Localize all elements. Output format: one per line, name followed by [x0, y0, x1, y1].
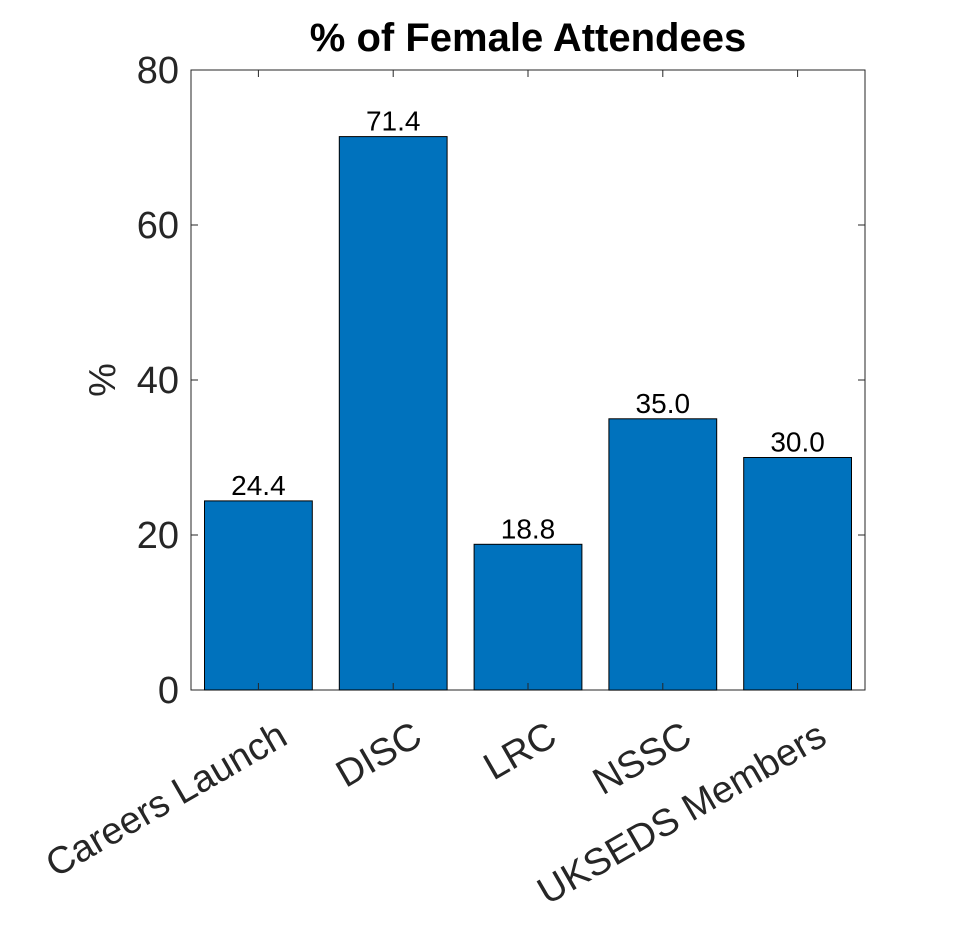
y-tick-label: 80: [137, 50, 179, 92]
bar-lrc: [473, 543, 583, 691]
data-label: 30.0: [770, 427, 825, 458]
bar-disc: [338, 136, 448, 691]
data-label: 24.4: [231, 470, 286, 501]
x-tick-label: LRC: [477, 714, 564, 788]
y-tick-label: 60: [137, 205, 179, 247]
data-label: 35.0: [636, 388, 691, 419]
plot-area: 24.4 71.4 18.8 35.0 30.0: [190, 69, 866, 691]
bar-careers-launch: [204, 500, 313, 691]
y-tick-label: 20: [137, 515, 179, 557]
data-label: 71.4: [366, 106, 421, 137]
x-tick-label: Careers Launch: [39, 714, 294, 886]
bars-group: [204, 136, 853, 691]
x-tick-label: DISC: [329, 714, 429, 796]
bar-nssc: [608, 418, 718, 691]
chart-title: % of Female Attendees: [310, 16, 746, 60]
y-tick-label: 0: [158, 670, 179, 712]
ticks-group: [191, 69, 865, 691]
y-axis-label: %: [82, 363, 124, 397]
y-tick-labels: 0 20 40 60 80: [137, 50, 179, 712]
y-tick-label: 40: [137, 360, 179, 402]
data-label: 18.8: [501, 513, 556, 544]
data-labels-group: 24.4 71.4 18.8 35.0 30.0: [231, 106, 825, 545]
bar-ukseds-members: [743, 457, 853, 691]
